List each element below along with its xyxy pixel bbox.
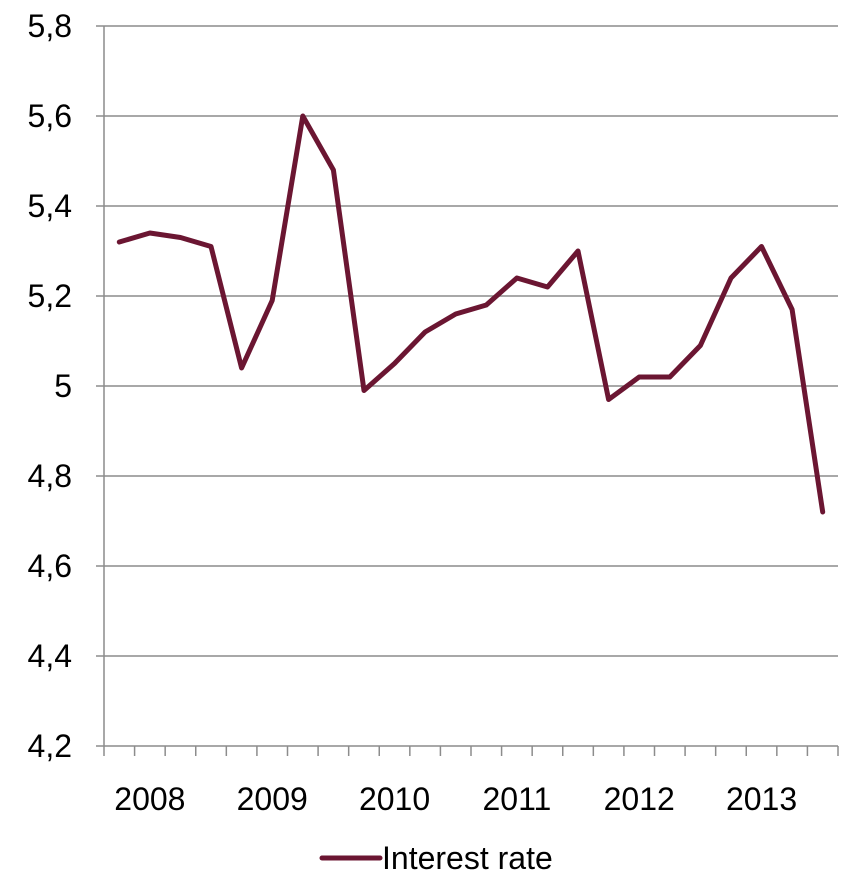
y-tick-label: 4,4 xyxy=(28,638,72,674)
y-tick-label: 5 xyxy=(54,368,72,404)
x-tick-label: 2011 xyxy=(482,781,551,817)
x-tick-label: 2010 xyxy=(359,781,430,817)
y-tick-label: 4,6 xyxy=(28,548,72,584)
series-lines xyxy=(116,113,826,515)
y-tick-label: 5,2 xyxy=(28,278,72,314)
x-tick-label: 2008 xyxy=(114,781,185,817)
legend-label: Interest rate xyxy=(382,840,553,873)
x-tick-label: 2013 xyxy=(726,781,797,817)
y-tick-labels: 4,2 4,4 4,6 4,8 5 5,2 5,4 5,6 5,8 xyxy=(28,8,72,764)
x-tick-label: 2012 xyxy=(604,781,675,817)
y-tick-label: 4,2 xyxy=(28,728,72,764)
y-tick-label: 5,6 xyxy=(28,98,72,134)
series-line-interest-rate xyxy=(116,113,826,515)
y-tick-label: 5,8 xyxy=(28,8,72,44)
x-tick-label: 2009 xyxy=(237,781,308,817)
y-tick-label: 5,4 xyxy=(28,188,72,224)
axes xyxy=(96,25,839,756)
y-tick-label: 4,8 xyxy=(28,458,72,494)
x-tick-labels: 2008 2009 2010 2011 2012 2013 xyxy=(114,781,797,817)
legend: Interest rate xyxy=(319,840,553,873)
gridlines xyxy=(104,25,838,657)
